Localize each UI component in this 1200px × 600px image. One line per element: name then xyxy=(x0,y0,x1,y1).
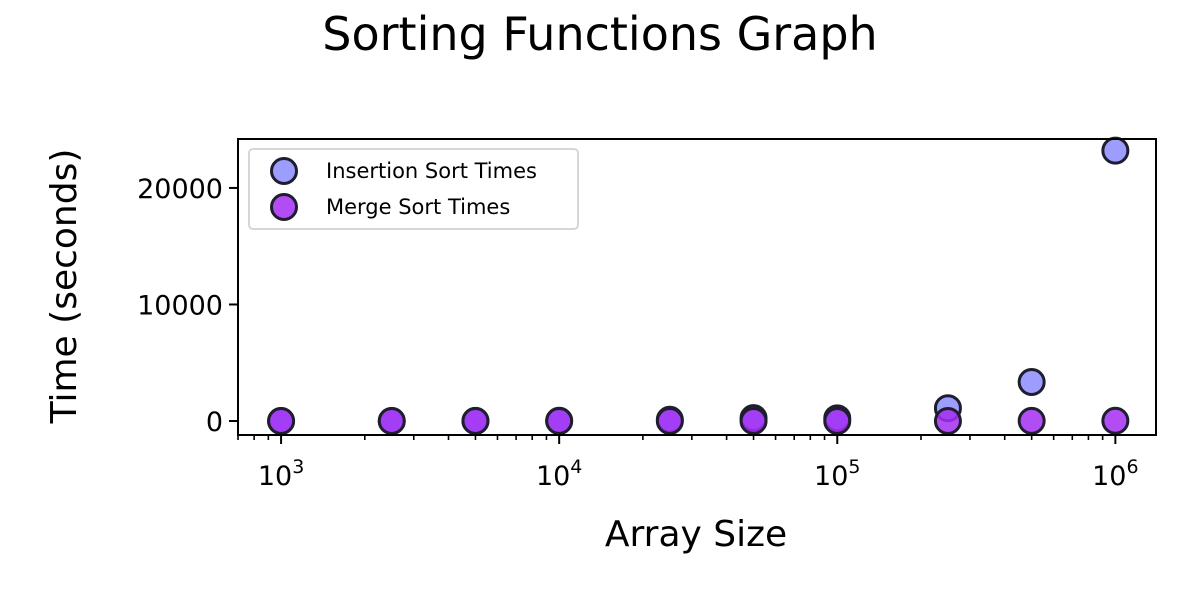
legend-marker xyxy=(270,193,298,221)
legend-label: Insertion Sort Times xyxy=(326,159,537,183)
series-merge-sort xyxy=(267,406,1130,436)
data-point xyxy=(823,406,852,435)
data-point xyxy=(1101,136,1130,165)
legend-label: Merge Sort Times xyxy=(326,195,510,219)
data-point xyxy=(1017,367,1046,396)
legend-marker xyxy=(270,157,298,185)
chart-title: Sorting Functions Graph xyxy=(322,7,877,61)
data-point xyxy=(1101,406,1130,435)
data-point xyxy=(377,407,406,436)
data-point xyxy=(267,407,296,436)
x-tick-label: 105 xyxy=(814,456,860,492)
y-tick-label: 10000 xyxy=(137,290,223,321)
data-points xyxy=(267,136,1130,436)
data-point xyxy=(655,407,684,436)
y-axis-label: Time (seconds) xyxy=(44,149,85,425)
x-tick-label: 106 xyxy=(1092,456,1138,492)
x-tick-label: 103 xyxy=(258,456,304,492)
axis-ticks: 103 104 105 106 0 10000 20000 xyxy=(137,174,1138,492)
x-axis-label: Array Size xyxy=(605,514,787,555)
data-point xyxy=(461,407,490,436)
data-point xyxy=(739,407,768,436)
plot-area-frame xyxy=(237,138,1157,436)
y-tick-label: 0 xyxy=(206,407,223,438)
data-point xyxy=(1017,406,1046,435)
legend: Insertion Sort Times Merge Sort Times xyxy=(248,148,579,230)
y-tick-label: 20000 xyxy=(137,174,223,205)
data-point xyxy=(545,407,574,436)
data-point xyxy=(933,406,962,435)
x-tick-label: 104 xyxy=(536,456,582,492)
legend-box xyxy=(248,148,579,230)
